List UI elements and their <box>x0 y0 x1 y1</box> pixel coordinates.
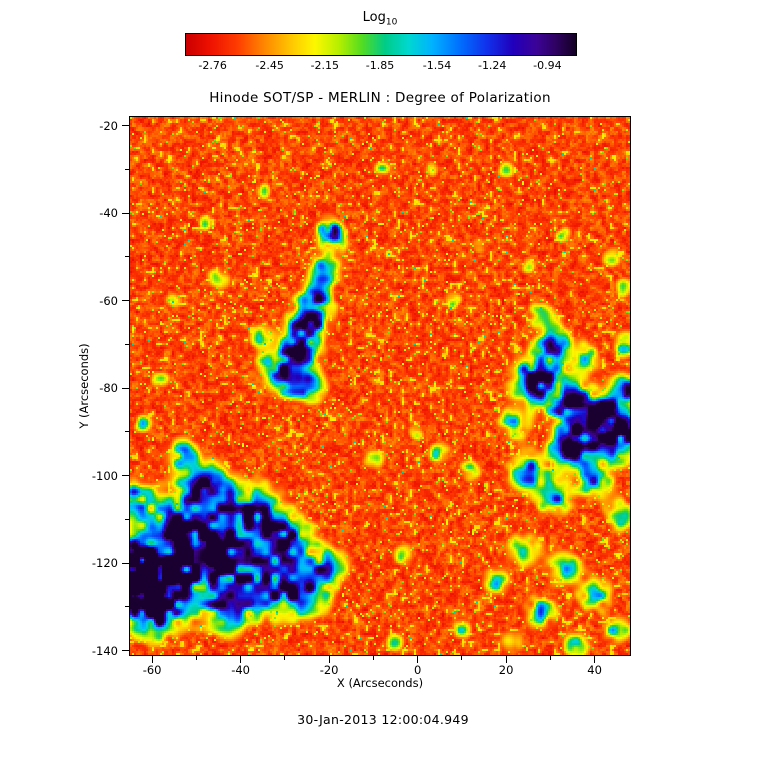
x-minor-tick <box>284 656 286 660</box>
y-tick <box>122 387 129 389</box>
x-minor-tick <box>372 656 374 660</box>
x-tick <box>505 656 507 663</box>
colorbar-title-main: Log <box>362 10 386 25</box>
colorbar-tick-label: -0.94 <box>533 59 562 72</box>
x-axis-label: X (Arcseconds) <box>336 676 424 690</box>
x-minor-tick <box>549 656 551 660</box>
y-tick-label: -20 <box>99 118 118 133</box>
x-tick-label: 0 <box>413 663 422 677</box>
x-tick <box>151 656 153 663</box>
y-tick <box>122 212 129 214</box>
colorbar-title-sub: 10 <box>385 17 398 28</box>
colorbar-tick-label: -2.76 <box>198 59 227 72</box>
y-tick <box>122 125 129 127</box>
y-tick-label: -100 <box>91 468 118 483</box>
colorbar-tick-label: -1.24 <box>477 59 507 72</box>
y-minor-tick <box>125 343 129 345</box>
colorbar-tick-label: -2.15 <box>310 59 340 72</box>
x-tick-label: 20 <box>498 663 514 677</box>
x-tick-label: 40 <box>587 663 602 677</box>
y-tick-label: -120 <box>91 556 118 571</box>
y-tick <box>122 650 129 652</box>
x-tick-label: -40 <box>231 663 251 677</box>
y-tick <box>122 562 129 564</box>
plot-title: Hinode SOT/SP - MERLIN : Degree of Polar… <box>209 90 551 106</box>
y-minor-tick <box>125 431 129 433</box>
y-minor-tick <box>125 256 129 258</box>
colorbar-tick-label: -1.54 <box>422 59 452 72</box>
colorbar-tick-label: -2.45 <box>255 59 284 72</box>
y-tick-label: -60 <box>99 293 118 308</box>
x-tick-label: -20 <box>319 663 339 677</box>
x-tick <box>240 656 242 663</box>
x-tick <box>328 656 330 663</box>
colorbar-tick-label: -1.85 <box>365 59 395 72</box>
x-tick <box>417 656 419 663</box>
y-tick-label: -140 <box>91 643 118 658</box>
colorbar-gradient <box>185 33 577 56</box>
x-tick-label: -60 <box>142 663 162 677</box>
y-minor-tick <box>125 168 129 170</box>
y-tick-label: -40 <box>99 206 118 221</box>
colorbar-title: Log10 <box>185 10 575 28</box>
y-tick <box>122 475 129 477</box>
x-minor-tick <box>195 656 197 660</box>
y-minor-tick <box>125 518 129 520</box>
timestamp: 30-Jan-2013 12:00:04.949 <box>297 712 469 727</box>
plot-frame <box>129 116 631 656</box>
y-tick <box>122 300 129 302</box>
heatmap-canvas <box>130 117 630 655</box>
x-minor-tick <box>461 656 463 660</box>
y-minor-tick <box>125 606 129 608</box>
y-tick-label: -80 <box>99 381 118 396</box>
x-tick <box>594 656 596 663</box>
